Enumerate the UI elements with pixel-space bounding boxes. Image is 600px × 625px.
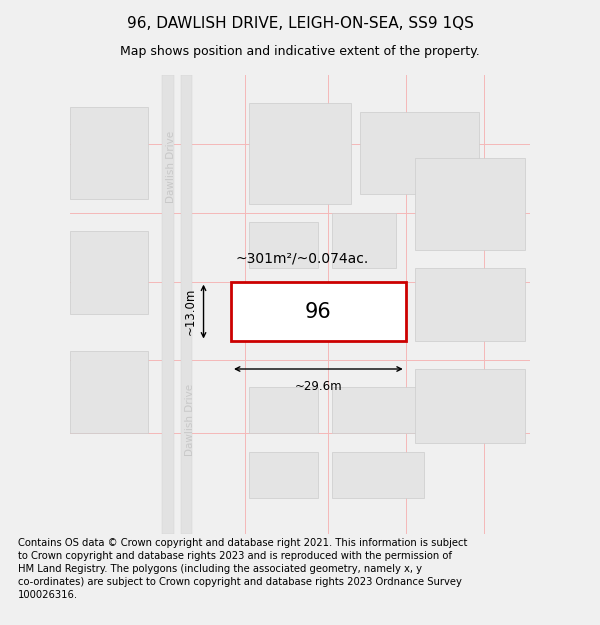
- Bar: [181, 75, 192, 534]
- Text: Contains OS data © Crown copyright and database right 2021. This information is : Contains OS data © Crown copyright and d…: [18, 538, 467, 600]
- Bar: [415, 158, 525, 249]
- Bar: [332, 213, 397, 268]
- Bar: [415, 268, 525, 341]
- Bar: [250, 388, 319, 433]
- Text: ~29.6m: ~29.6m: [295, 381, 342, 394]
- Text: 96: 96: [305, 302, 332, 322]
- Bar: [250, 452, 319, 498]
- Bar: [162, 75, 173, 534]
- Bar: [70, 351, 148, 433]
- Bar: [250, 102, 350, 204]
- Text: ~13.0m: ~13.0m: [184, 288, 197, 335]
- Bar: [70, 231, 148, 314]
- Text: Dawlish Drive: Dawlish Drive: [185, 384, 195, 456]
- Text: Dawlish Drive: Dawlish Drive: [166, 131, 176, 203]
- Bar: [231, 282, 406, 341]
- Bar: [360, 112, 479, 194]
- Text: Map shows position and indicative extent of the property.: Map shows position and indicative extent…: [120, 46, 480, 59]
- Bar: [332, 388, 424, 433]
- Bar: [250, 222, 319, 268]
- Bar: [415, 369, 525, 442]
- Text: ~301m²/~0.074ac.: ~301m²/~0.074ac.: [236, 252, 369, 266]
- Text: 96, DAWLISH DRIVE, LEIGH-ON-SEA, SS9 1QS: 96, DAWLISH DRIVE, LEIGH-ON-SEA, SS9 1QS: [127, 16, 473, 31]
- Bar: [70, 107, 148, 199]
- Bar: [332, 452, 424, 498]
